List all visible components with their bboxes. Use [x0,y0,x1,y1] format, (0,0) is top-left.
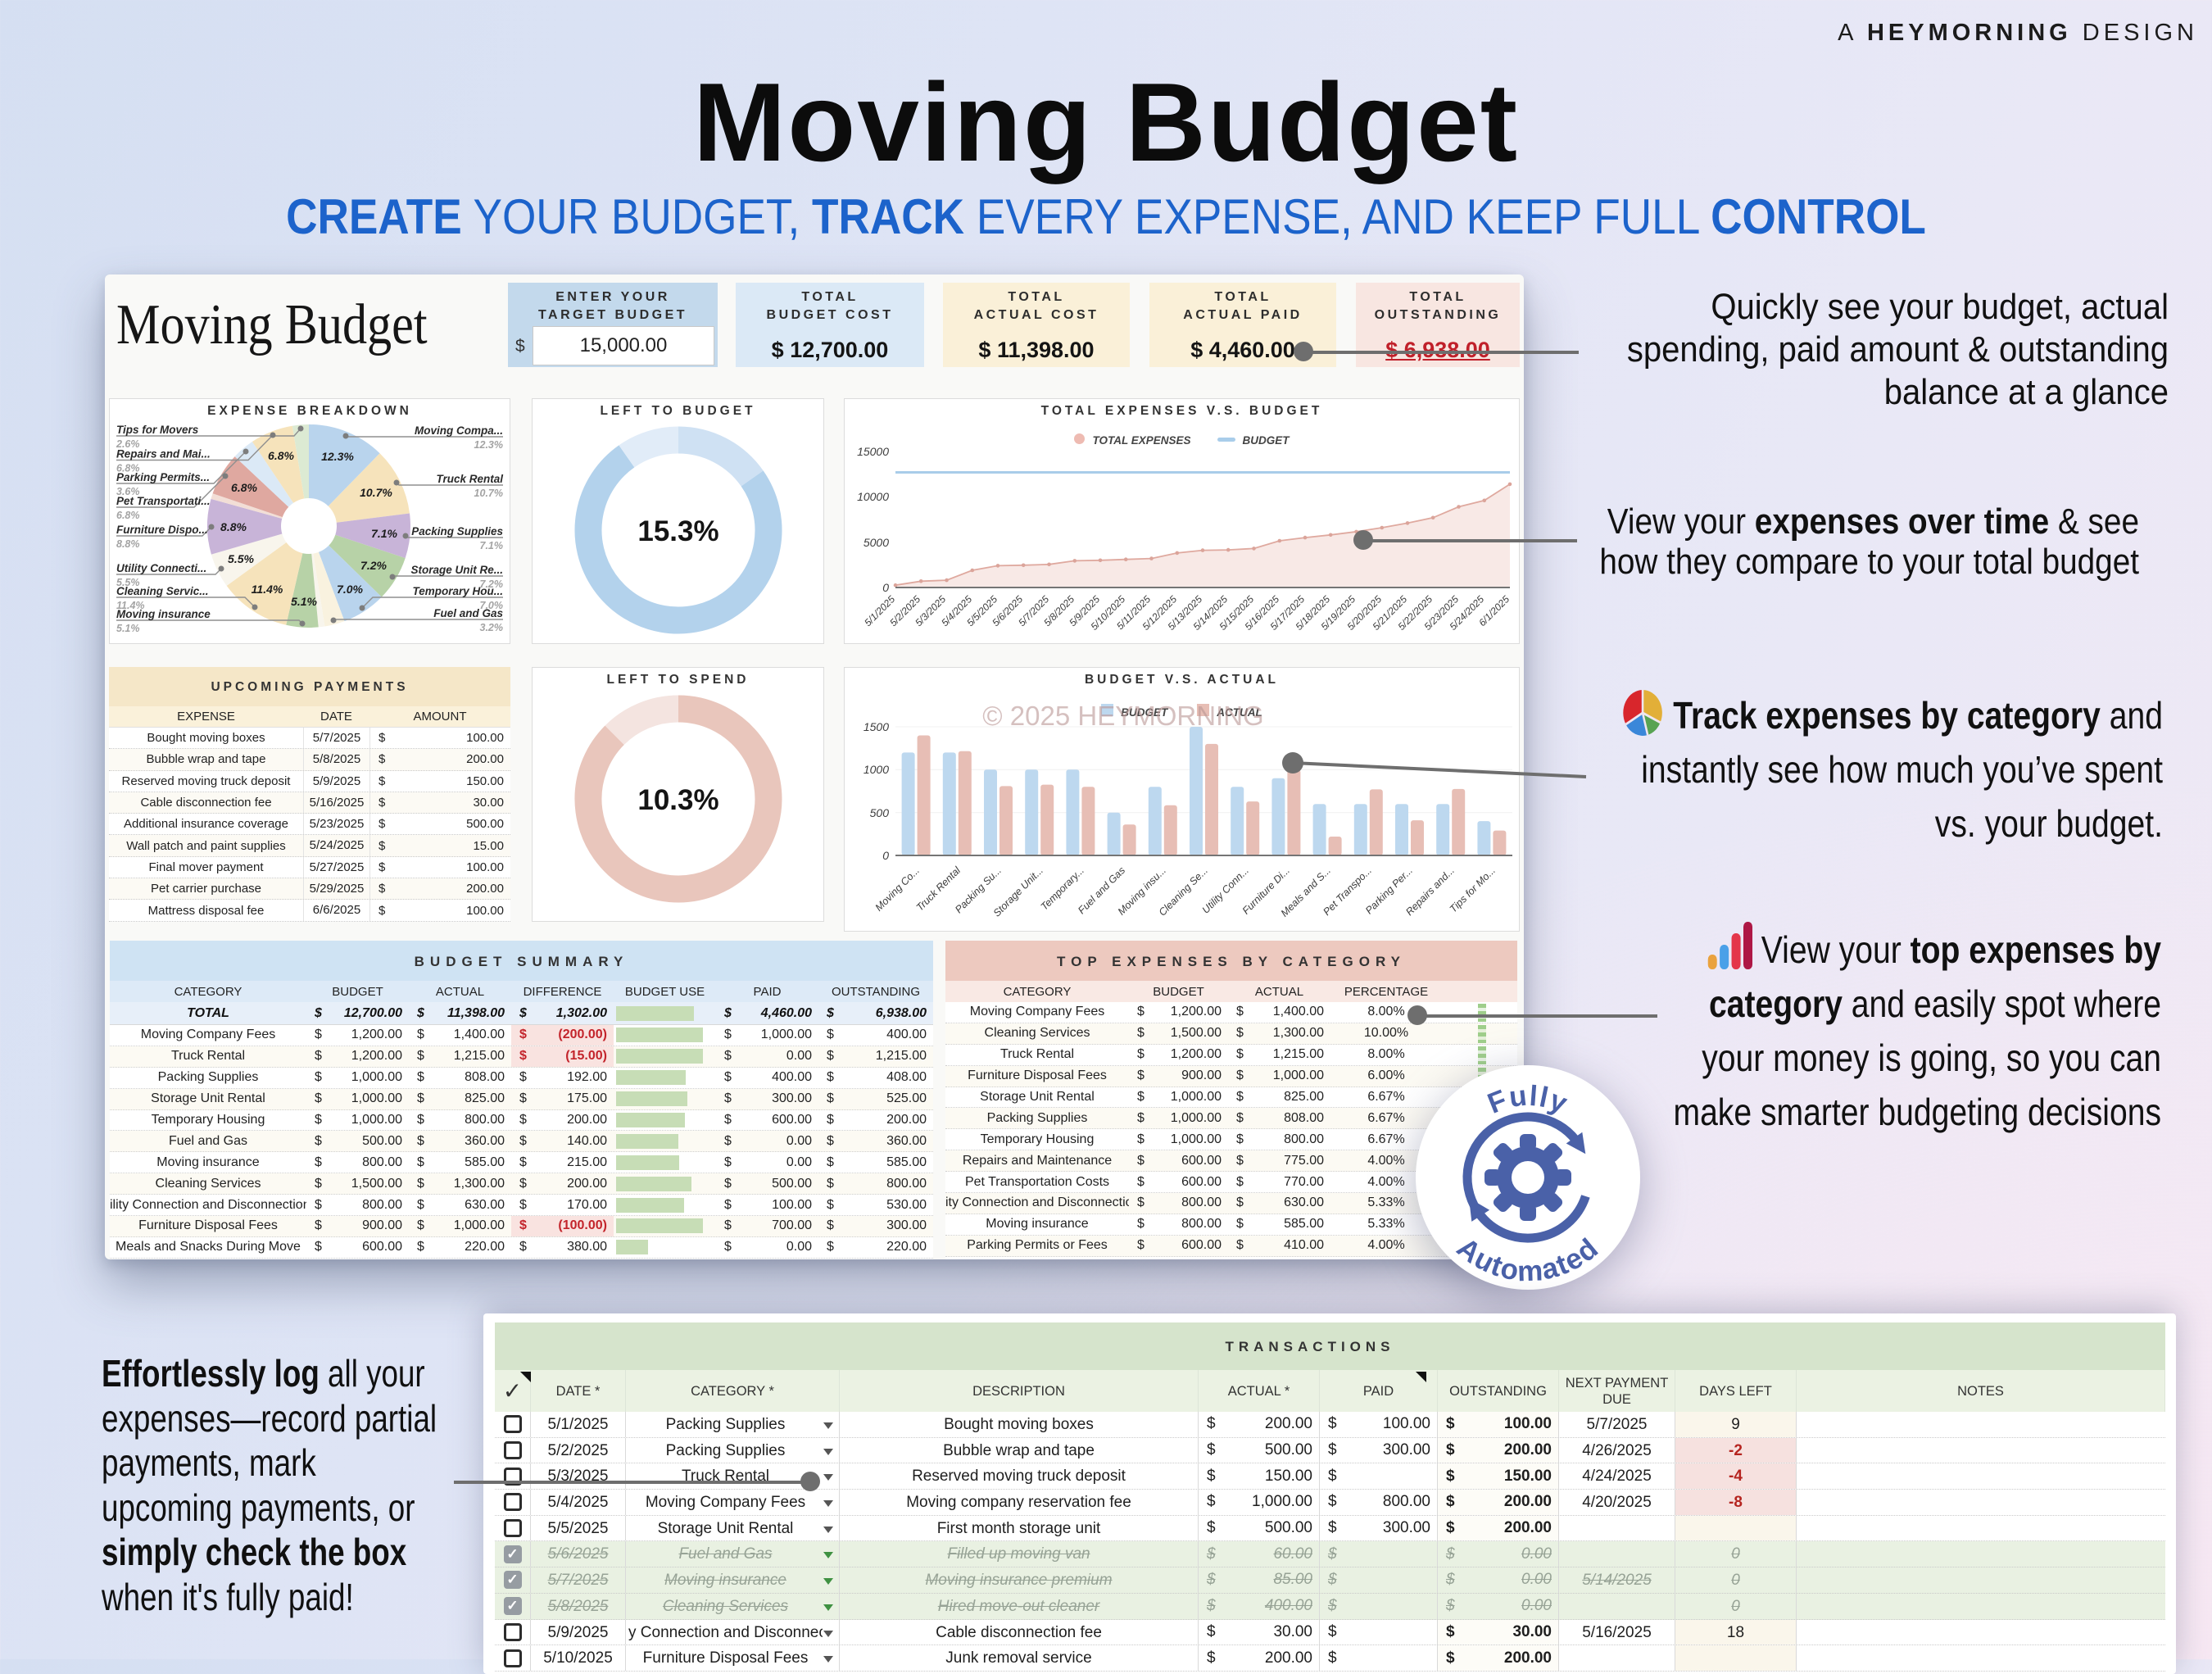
svg-text:10.3%: 10.3% [637,784,718,816]
svg-text:0: 0 [882,849,889,862]
svg-text:1000: 1000 [863,763,889,776]
svg-text:Pet Transportati...: Pet Transportati... [116,495,211,507]
svg-text:500: 500 [870,806,890,819]
svg-text:6.8%: 6.8% [116,510,140,521]
svg-text:11.4%: 11.4% [252,583,283,596]
svg-text:5000: 5000 [863,536,889,549]
svg-text:5.1%: 5.1% [116,623,140,634]
svg-text:5.5%: 5.5% [116,577,140,588]
svg-text:Moving Compa...: Moving Compa... [415,424,503,437]
svg-text:Packing Supplies: Packing Supplies [411,525,503,538]
svg-text:15.3%: 15.3% [637,515,718,547]
svg-text:Parking Permits...: Parking Permits... [116,471,210,483]
svg-text:0: 0 [882,581,889,594]
svg-text:2.6%: 2.6% [116,438,140,450]
svg-text:Temporary Hou...: Temporary Hou... [412,585,503,597]
svg-text:3.2%: 3.2% [480,622,504,633]
svg-text:Cleaning Servic...: Cleaning Servic... [116,585,209,597]
svg-text:7.0%: 7.0% [337,583,363,596]
svg-text:10.7%: 10.7% [474,488,503,499]
svg-text:11.4%: 11.4% [116,600,145,611]
svg-text:5.1%: 5.1% [291,595,317,608]
svg-text:12.3%: 12.3% [321,450,354,463]
svg-text:7.2%: 7.2% [360,559,387,572]
svg-text:Storage Unit Re...: Storage Unit Re... [410,564,503,576]
svg-text:10000: 10000 [857,490,889,503]
svg-text:7.2%: 7.2% [480,578,504,590]
svg-text:8.8%: 8.8% [116,538,140,550]
svg-text:6.8%: 6.8% [116,463,140,474]
svg-text:Moving insurance: Moving insurance [116,608,211,620]
svg-text:Truck Rental: Truck Rental [436,473,503,485]
svg-text:12.3%: 12.3% [474,439,503,451]
svg-text:Utility Connecti...: Utility Connecti... [116,562,206,574]
svg-text:6.8%: 6.8% [268,449,294,462]
svg-text:7.0%: 7.0% [480,600,504,611]
svg-text:Furniture Dispo...: Furniture Dispo... [116,524,208,536]
svg-text:7.1%: 7.1% [480,540,504,551]
svg-text:1500: 1500 [863,720,889,733]
svg-text:Repairs and Mai...: Repairs and Mai... [116,448,211,460]
svg-text:7.1%: 7.1% [371,527,397,540]
svg-text:Tips for Movers: Tips for Movers [116,424,199,436]
svg-text:5.5%: 5.5% [228,552,254,565]
svg-text:10.7%: 10.7% [360,486,392,499]
svg-text:3.6%: 3.6% [116,486,140,497]
svg-text:6.8%: 6.8% [231,481,257,494]
svg-text:Fuel and Gas: Fuel and Gas [433,607,503,619]
svg-text:8.8%: 8.8% [220,520,247,533]
svg-text:15000: 15000 [857,445,889,458]
